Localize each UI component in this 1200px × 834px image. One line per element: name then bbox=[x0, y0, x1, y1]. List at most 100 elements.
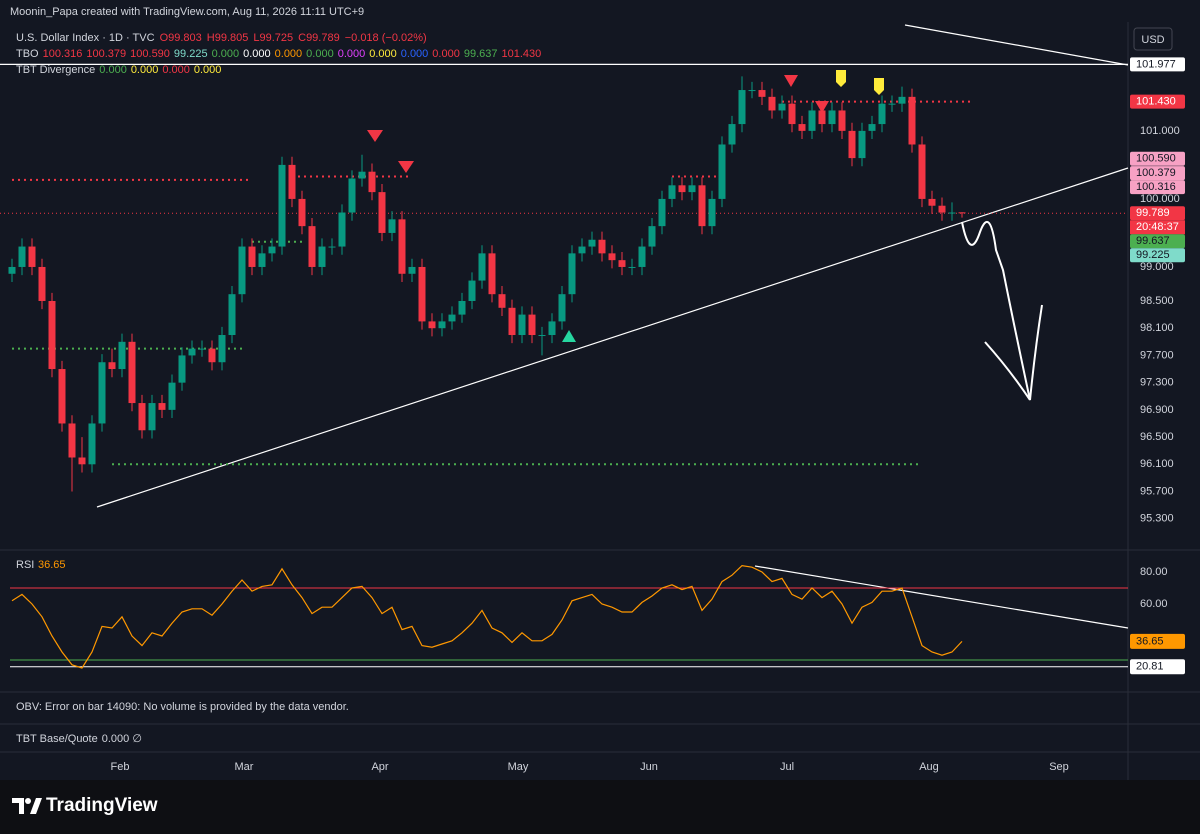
legend-value: 0.000 bbox=[338, 48, 366, 60]
x-tick-label: Jul bbox=[780, 761, 794, 773]
rsi-tick-label: 60.00 bbox=[1140, 598, 1168, 610]
price-label: 100.379 bbox=[1136, 167, 1176, 179]
candle-body bbox=[638, 246, 646, 267]
candle-body bbox=[948, 212, 956, 214]
legend-value: TBT Divergence bbox=[16, 64, 95, 76]
candle-body bbox=[168, 382, 176, 410]
legend-value: 99.637 bbox=[464, 48, 498, 60]
ohlc-value: L99.725 bbox=[253, 32, 293, 44]
currency-button[interactable] bbox=[1133, 27, 1173, 51]
candle-body bbox=[248, 246, 256, 267]
legend-value: 0.000 bbox=[243, 48, 271, 60]
candle-body bbox=[598, 239, 606, 254]
candle-body bbox=[898, 96, 906, 104]
candle-body bbox=[808, 110, 816, 131]
candle-body bbox=[188, 348, 196, 356]
candle-body bbox=[648, 226, 656, 247]
price-label-box bbox=[1130, 57, 1185, 72]
candle-body bbox=[828, 110, 836, 125]
candle-body bbox=[368, 171, 376, 193]
x-tick-label: Sep bbox=[1049, 761, 1069, 773]
x-tick-label: Jun bbox=[640, 761, 658, 773]
candle-body bbox=[158, 403, 166, 410]
tradingview-logo: TradingView bbox=[12, 795, 158, 816]
rsi-line bbox=[11, 564, 963, 669]
candle-body bbox=[228, 294, 236, 336]
candle-body bbox=[728, 124, 736, 145]
candle-body bbox=[178, 355, 186, 383]
legend-value: 99.225 bbox=[174, 48, 208, 60]
footer-bar bbox=[0, 780, 1200, 834]
candle-body bbox=[498, 294, 506, 308]
candle-body bbox=[718, 144, 726, 199]
candle-body bbox=[548, 321, 556, 336]
candle-body bbox=[78, 457, 86, 465]
price-label-box bbox=[1130, 180, 1185, 195]
candle-body bbox=[848, 130, 856, 159]
candle-body bbox=[688, 185, 696, 193]
candle-body bbox=[658, 198, 666, 227]
ohlc-value: C99.789 bbox=[298, 32, 340, 44]
y-tick-label: 96.100 bbox=[1140, 458, 1174, 470]
y-tick-label: 96.500 bbox=[1140, 431, 1174, 443]
candle-body bbox=[618, 260, 626, 267]
candle-body bbox=[768, 96, 776, 111]
price-label: 20.81 bbox=[1136, 661, 1164, 673]
candle-body bbox=[908, 96, 916, 145]
legend-value: 0.000 bbox=[212, 48, 240, 60]
candle-body bbox=[198, 348, 206, 350]
candle-body bbox=[918, 144, 926, 199]
price-label: 101.430 bbox=[1136, 96, 1176, 108]
candle-body bbox=[378, 192, 386, 233]
candle-body bbox=[418, 266, 426, 322]
legend-value: 0.000 bbox=[131, 64, 159, 76]
candle-body bbox=[838, 110, 846, 131]
candle-body bbox=[58, 369, 66, 424]
y-tick-label: 99.000 bbox=[1140, 261, 1174, 273]
candle-body bbox=[428, 321, 436, 329]
legend-value: 0.000 bbox=[162, 64, 190, 76]
candle-body bbox=[8, 266, 16, 274]
candle-body bbox=[818, 110, 826, 125]
candle-body bbox=[938, 205, 946, 213]
y-tick-label: 98.100 bbox=[1140, 322, 1174, 334]
price-label: 100.590 bbox=[1136, 153, 1176, 165]
x-tick-label: Aug bbox=[919, 761, 939, 773]
logo-dot bbox=[25, 798, 31, 804]
credit: Moonin_Papa created with TradingView.com… bbox=[10, 6, 364, 18]
symbol-title: U.S. Dollar Index · 1D · TVC O99.803 H99.8… bbox=[16, 32, 427, 44]
candle-body bbox=[48, 300, 56, 370]
obv-error: OBV: Error on bar 14090: No volume is pr… bbox=[16, 701, 349, 713]
legend-value: 0.000 bbox=[432, 48, 460, 60]
legend-value: 101.430 bbox=[501, 48, 541, 60]
legend-value: 0.000 bbox=[99, 64, 127, 76]
candle-body bbox=[928, 198, 936, 206]
logo-mark bbox=[12, 798, 42, 814]
price-label-box bbox=[1130, 633, 1185, 649]
price-label: 100.316 bbox=[1136, 181, 1176, 193]
price-label: 99.637 bbox=[1136, 235, 1170, 247]
candle-body bbox=[398, 219, 406, 274]
legend-value: 0.000 bbox=[306, 48, 334, 60]
price-label-box bbox=[1130, 659, 1185, 675]
rsi-name: RSI bbox=[16, 559, 34, 571]
y-tick-label: 98.500 bbox=[1140, 295, 1174, 307]
candle-body bbox=[488, 253, 496, 295]
y-tick-label: 95.300 bbox=[1140, 513, 1174, 525]
y-tick-label: 97.300 bbox=[1140, 377, 1174, 389]
price-label: 99.225 bbox=[1136, 249, 1170, 261]
candle-body bbox=[868, 124, 876, 131]
candle-body bbox=[328, 246, 336, 248]
rsi-last: 36.65 bbox=[38, 559, 66, 571]
candle-body bbox=[668, 185, 676, 199]
countdown-box bbox=[1130, 220, 1185, 235]
legend-value: 0.000 bbox=[194, 64, 222, 76]
candle-body bbox=[408, 266, 416, 274]
candle-body bbox=[238, 246, 246, 295]
candle-body bbox=[128, 341, 136, 404]
price-label-box bbox=[1130, 151, 1185, 166]
candle-body bbox=[88, 423, 96, 465]
ohlc-value: O99.803 bbox=[160, 32, 202, 44]
candle-body bbox=[878, 103, 886, 125]
candle-body bbox=[258, 253, 266, 267]
